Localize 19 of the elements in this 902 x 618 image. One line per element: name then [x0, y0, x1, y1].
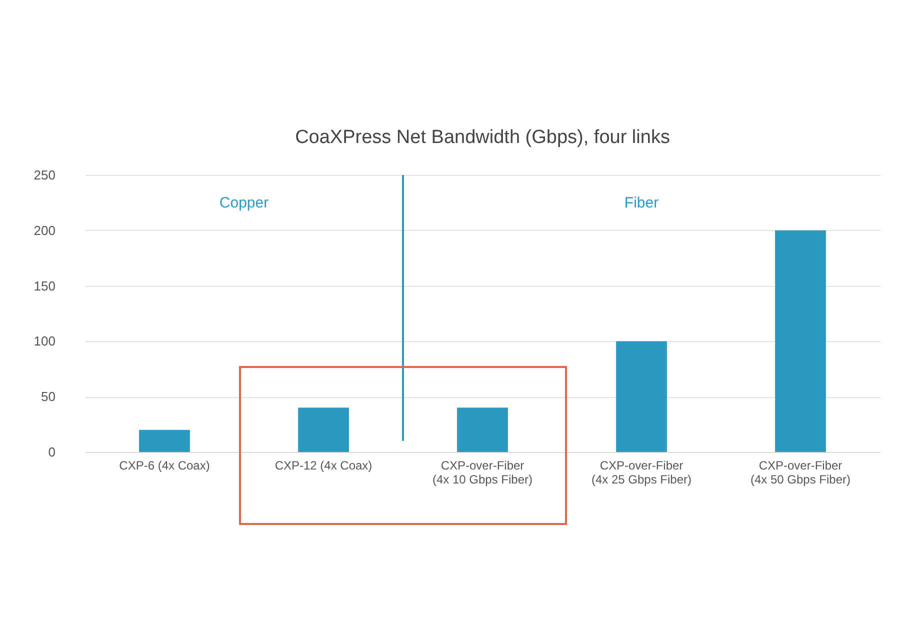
x-tick-label: CXP-12 (4x Coax) [274, 458, 372, 472]
bar [298, 408, 349, 452]
y-tick-label: 100 [34, 334, 56, 349]
bar [457, 408, 508, 452]
x-tick-label: CXP-over-Fiber (4x 25 Gbps Fiber) [591, 458, 692, 486]
x-tick-label: CXP-over-Fiber (4x 50 Gbps Fiber) [750, 458, 851, 486]
bar [616, 341, 667, 452]
y-tick-label: 250 [34, 168, 56, 182]
bar [139, 430, 190, 452]
x-tick-label: CXP-6 (4x Coax) [119, 458, 210, 472]
chart-title: CoaXPress Net Bandwidth (Gbps), four links [295, 127, 670, 148]
y-tick-label: 50 [41, 389, 56, 404]
annotation: Fiber [624, 194, 659, 212]
bar [775, 230, 826, 452]
x-tick-label: CXP-over-Fiber (4x 10 Gbps Fiber) [432, 458, 533, 486]
y-tick-label: 150 [34, 278, 56, 294]
y-tick-label: 0 [48, 444, 56, 460]
y-tick-label: 200 [34, 222, 56, 238]
annotation: Copper [219, 194, 269, 212]
